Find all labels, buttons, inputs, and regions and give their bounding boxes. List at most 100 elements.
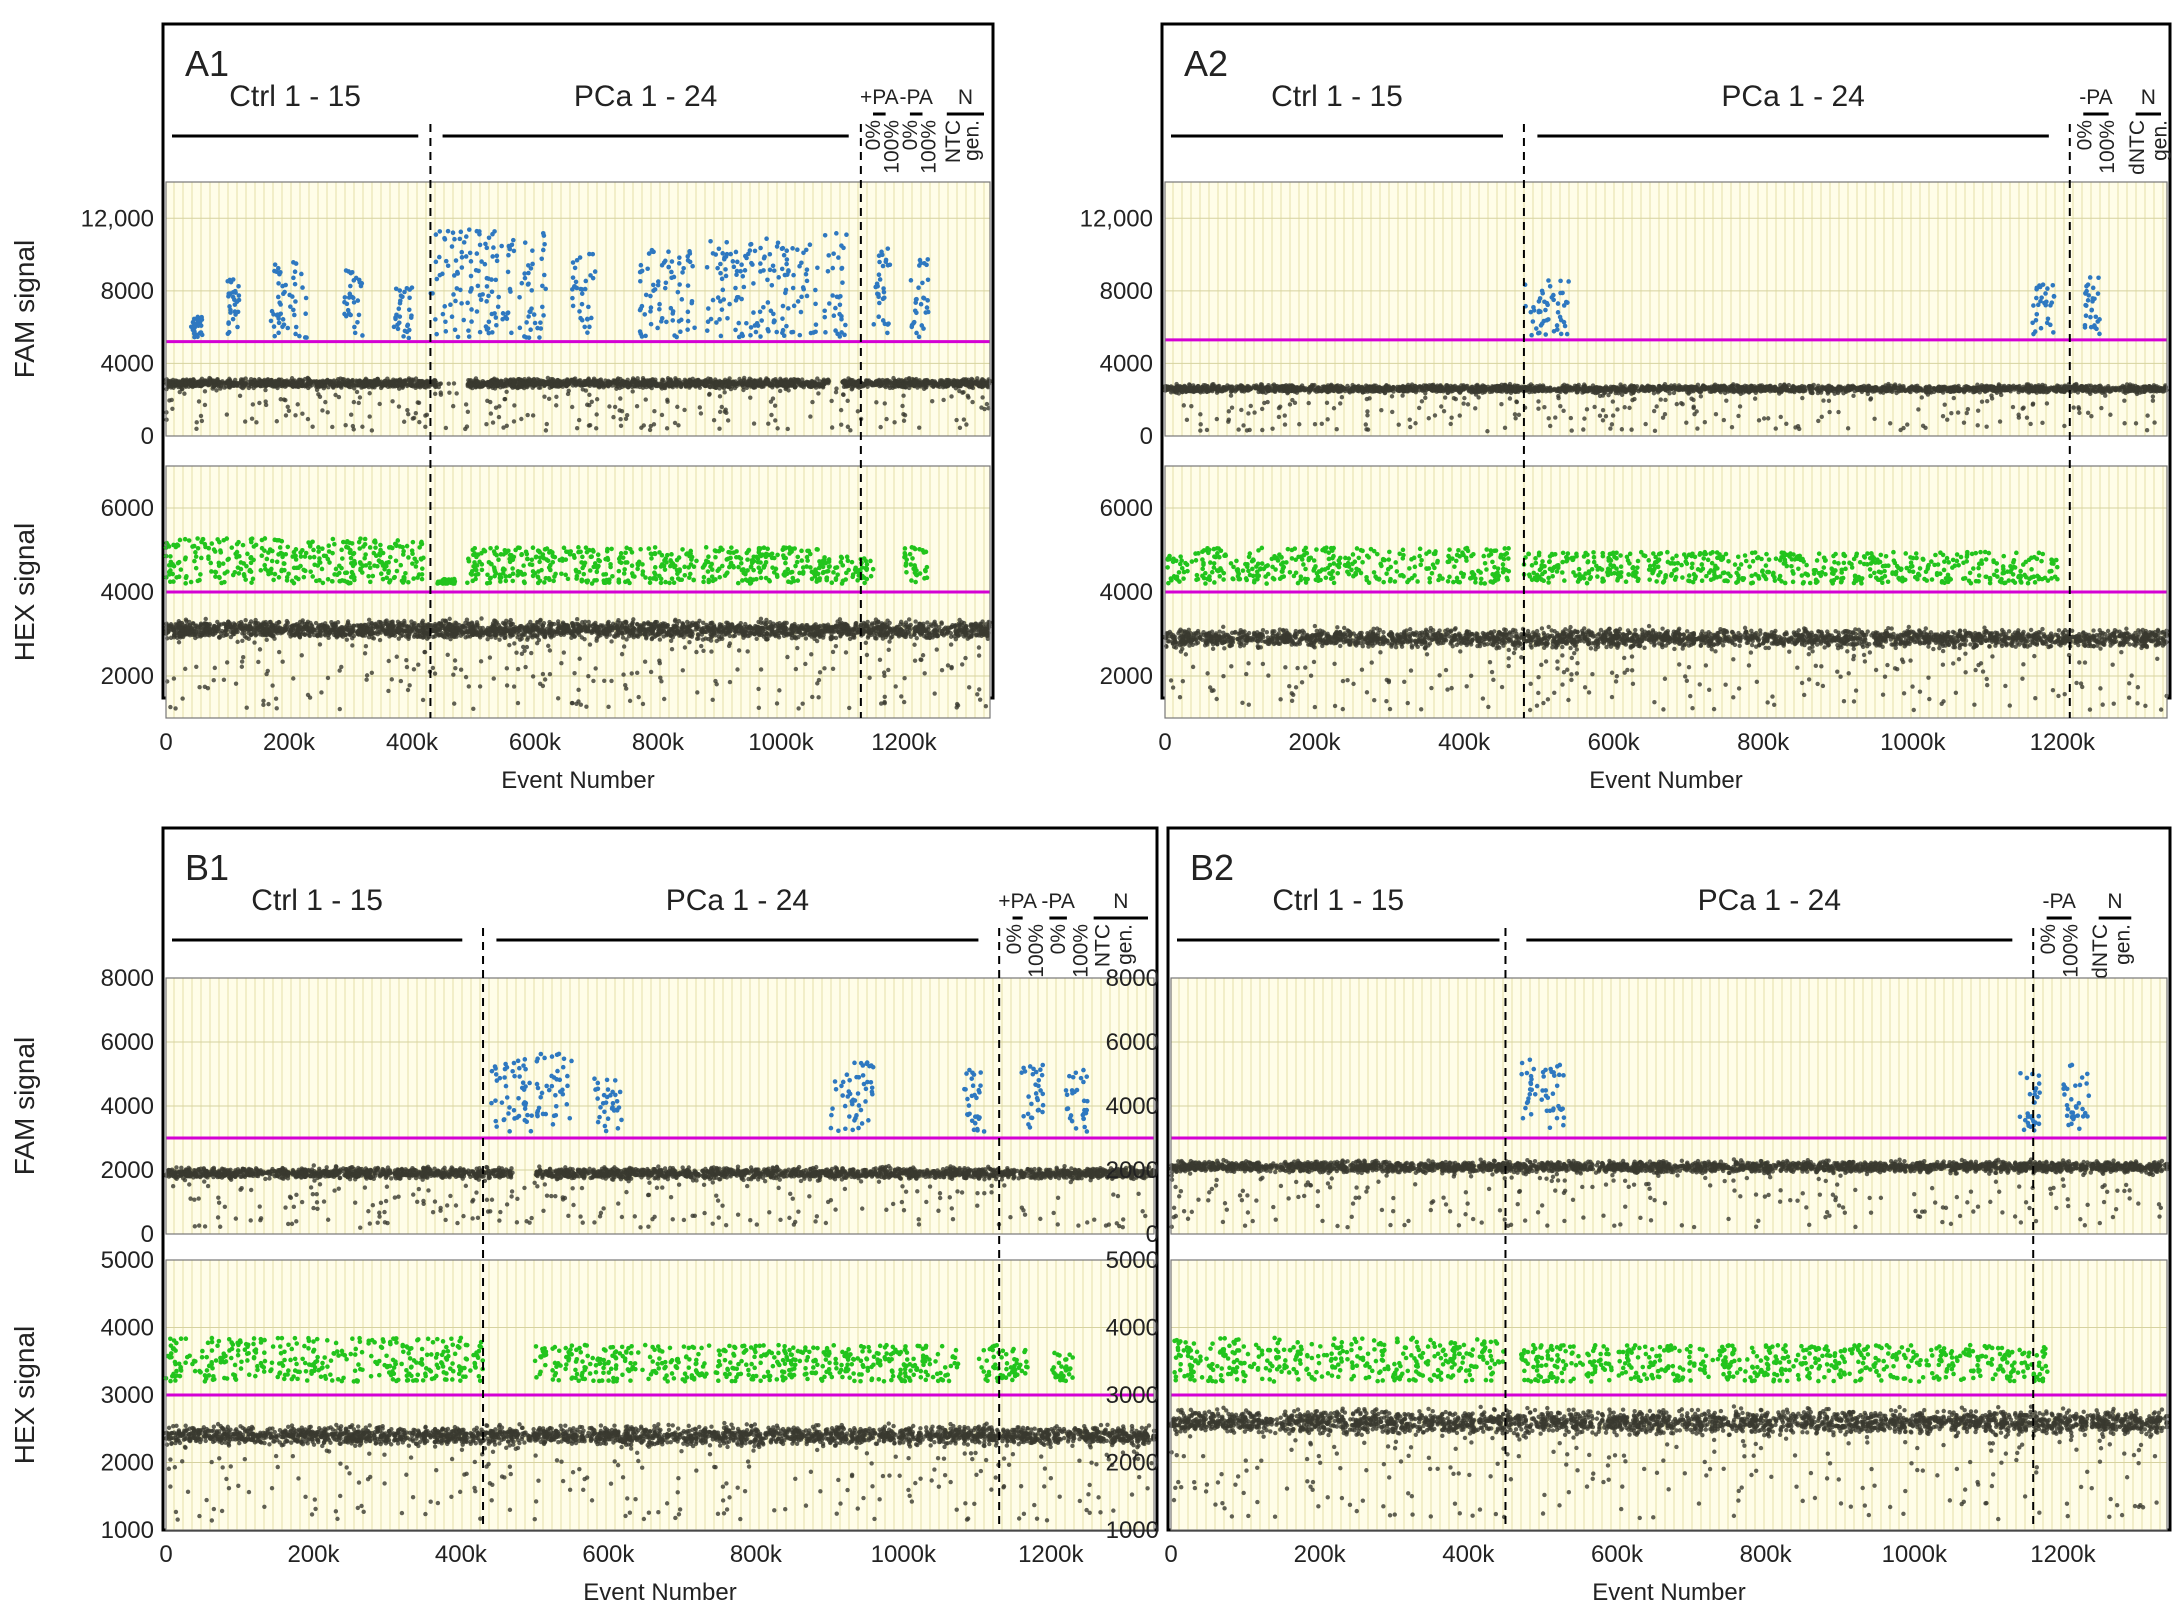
positive-droplet [655,326,660,331]
positive-droplet [769,309,774,314]
positive-droplet [656,283,661,288]
positive-droplet [917,263,922,268]
positive-droplet [801,287,806,292]
positive-droplet [740,334,745,339]
positive-droplet [233,302,238,307]
negative-droplet [682,408,686,412]
positive-droplet [477,229,482,234]
negative-droplet [946,383,950,387]
negative-droplet [537,378,541,382]
negative-droplet [504,390,508,394]
positive-droplet [523,240,528,245]
negative-droplet [352,400,356,404]
positive-droplet [651,250,656,255]
negative-droplet [594,426,598,430]
positive-droplet [660,263,665,268]
positive-droplet [478,243,483,248]
negative-droplet [555,382,559,386]
positive-droplet [542,242,547,247]
negative-droplet [194,427,198,431]
negative-droplet [247,386,251,390]
positive-droplet [749,325,754,330]
positive-droplet [709,317,714,322]
negative-droplet [771,396,775,400]
positive-droplet [762,254,767,259]
positive-droplet [877,272,882,277]
positive-droplet [754,330,759,335]
positive-droplet [720,277,725,282]
negative-droplet [247,637,251,641]
positive-droplet [685,254,690,259]
positive-droplet [791,286,796,291]
positive-droplet [467,334,472,339]
positive-droplet [452,273,457,278]
negative-droplet [526,382,530,386]
plot-area [166,182,990,436]
negative-droplet [519,417,523,421]
positive-droplet [293,299,298,304]
positive-droplet [393,317,398,322]
negative-droplet [238,394,242,398]
negative-droplet [848,428,852,432]
positive-droplet [290,294,295,299]
negative-droplet [447,381,451,385]
negative-droplet [264,380,268,384]
positive-droplet [487,319,492,324]
negative-droplet [611,415,615,419]
negative-droplet [913,380,917,384]
negative-droplet [488,400,492,404]
positive-droplet [833,306,838,311]
positive-droplet [396,306,401,311]
positive-droplet [804,272,809,277]
negative-droplet [717,386,721,390]
negative-droplet [592,379,596,383]
y-tick-label: 12,000 [81,205,154,232]
negative-droplet [284,413,288,417]
negative-droplet [545,422,549,426]
y-tick-label: 4000 [101,350,154,377]
positive-droplet [881,318,886,323]
negative-droplet [509,618,513,622]
positive-droplet [529,288,534,293]
positive-droplet [585,330,590,335]
positive-droplet [398,301,403,306]
positive-droplet [670,318,675,323]
positive-droplet [272,269,277,274]
positive-droplet [486,294,491,299]
positive-droplet [291,276,296,281]
negative-droplet [606,379,610,383]
negative-droplet [954,418,958,422]
positive-droplet [648,294,653,299]
positive-droplet [583,279,588,284]
positive-droplet [437,255,442,260]
positive-droplet [917,335,922,340]
negative-droplet [630,389,634,393]
negative-droplet [900,404,904,408]
positive-droplet [499,244,504,249]
negative-droplet [685,379,689,383]
negative-droplet [582,380,586,384]
negative-droplet [660,413,664,417]
positive-droplet [580,291,585,296]
negative-droplet [981,378,985,382]
positive-droplet [718,271,723,276]
negative-droplet [904,377,908,381]
positive-droplet [749,261,754,266]
negative-droplet [517,382,521,386]
negative-droplet [726,418,730,422]
negative-droplet [581,387,585,391]
negative-droplet [720,405,724,409]
positive-droplet [913,300,918,305]
negative-droplet [771,378,775,382]
negative-droplet [712,418,716,422]
negative-droplet [669,639,673,643]
positive-droplet [831,251,836,256]
positive-droplet [765,278,770,283]
negative-droplet [454,391,458,395]
positive-droplet [490,330,495,335]
negative-droplet [603,383,607,387]
positive-droplet [723,267,728,272]
positive-droplet [506,310,511,315]
positive-droplet [721,297,726,302]
positive-droplet [790,246,795,251]
